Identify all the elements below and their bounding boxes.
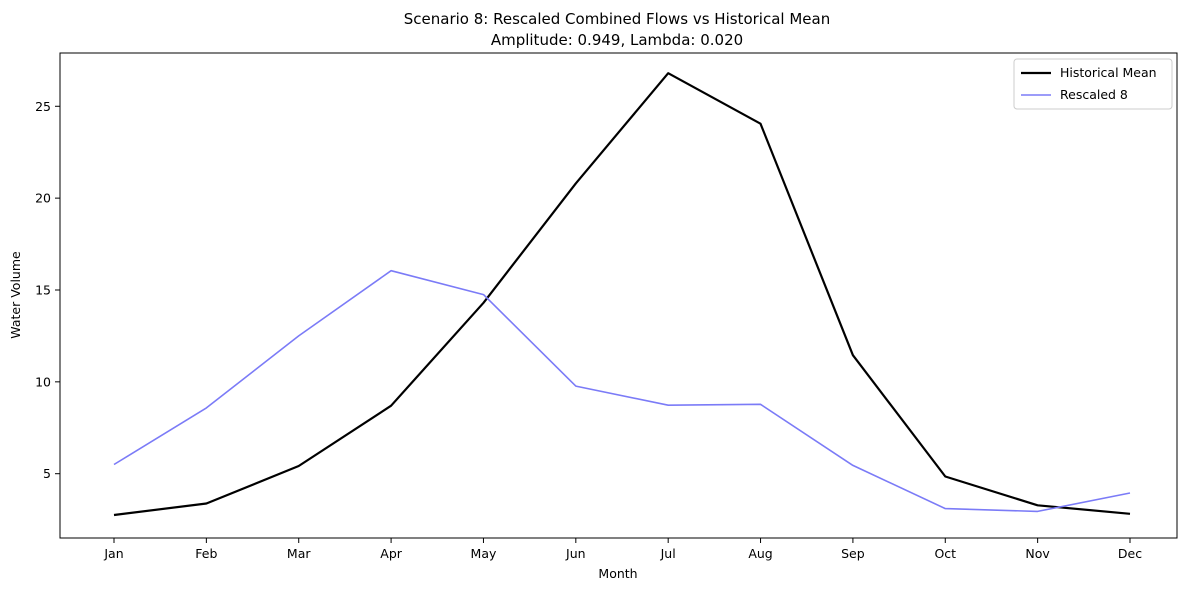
x-tick-label: Mar [287,546,311,561]
legend-label-historical-mean: Historical Mean [1060,65,1157,80]
y-tick-label: 15 [35,282,51,297]
y-axis: 5 10 15 20 25 [35,99,60,481]
legend: Historical Mean Rescaled 8 [1013,58,1173,110]
chart-title: Scenario 8: Rescaled Combined Flows vs H… [404,10,830,28]
x-tick-label: Oct [934,546,956,561]
x-axis-label: Month [598,566,637,581]
y-tick-label: 10 [35,374,51,389]
series-line-rescaled-8 [113,269,1131,513]
x-tick-label: Jan [103,546,123,561]
x-tick-label: Jun [565,546,586,561]
y-axis-label: Water Volume [8,251,23,339]
series-line-historical-mean [113,72,1131,517]
x-tick-label: Jul [660,546,676,561]
y-tick-label: 20 [35,191,51,206]
x-tick-label: Dec [1118,546,1142,561]
y-tick-label: 5 [43,466,51,481]
x-tick-label: Sep [841,546,865,561]
chart-subtitle: Amplitude: 0.949, Lambda: 0.020 [491,31,743,49]
series-layer [113,72,1131,517]
legend-label-rescaled-8: Rescaled 8 [1060,87,1128,102]
x-tick-label: Aug [748,546,772,561]
x-tick-label: Apr [380,546,402,561]
plot-area-frame [59,52,1178,539]
y-tick-label: 25 [35,99,51,114]
x-axis: Jan Feb Mar Apr May Jun Jul Aug Sep Oct Nov Dec [103,538,1142,561]
x-tick-label: May [471,546,497,561]
x-tick-label: Nov [1025,546,1050,561]
x-tick-label: Feb [195,546,217,561]
legend-box [1013,58,1173,110]
